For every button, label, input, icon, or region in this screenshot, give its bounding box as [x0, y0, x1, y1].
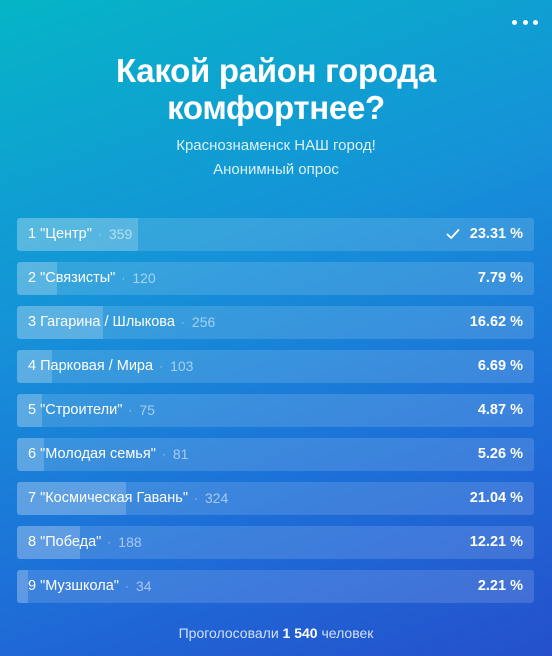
- option-percent: 16.62 %: [469, 314, 523, 330]
- option-vote-count: 256: [191, 314, 216, 330]
- option-percent: 6.69 %: [477, 358, 523, 374]
- option-vote-count: 34: [135, 578, 152, 594]
- option-percent: 5.26 %: [477, 446, 523, 462]
- option-label: 5 "Строители": [28, 402, 123, 418]
- more-options-button[interactable]: [512, 12, 538, 32]
- poll-option[interactable]: 8 "Победа" · 188 12.21 %: [17, 526, 534, 559]
- option-vote-count: 188: [118, 534, 142, 550]
- option-result-bar: [17, 394, 43, 427]
- separator-dot-icon: ·: [128, 403, 133, 417]
- poll-type: Анонимный опрос: [213, 161, 339, 178]
- option-text: 9 "Музшкола" · 34: [28, 570, 152, 603]
- option-vote-count: 81: [172, 446, 189, 462]
- total-votes: 1 540: [282, 625, 318, 641]
- separator-dot-icon: ·: [193, 491, 198, 505]
- poll-option[interactable]: 4 Парковая / Мира · 103 6.69 %: [17, 350, 534, 383]
- option-label: 3 Гагарина / Шлыкова: [28, 314, 175, 330]
- option-label: 1 "Центр": [28, 226, 92, 242]
- option-text: 4 Парковая / Мира · 103: [28, 350, 193, 383]
- option-label: 4 Парковая / Мира: [28, 358, 154, 374]
- option-vote-count: 103: [170, 358, 194, 374]
- option-result-bar: [17, 570, 29, 603]
- separator-dot-icon: ·: [180, 315, 185, 329]
- separator-dot-icon: ·: [124, 579, 129, 593]
- option-label: 9 "Музшкола": [28, 578, 119, 594]
- poll-subtitle: Краснознаменск НАШ город!: [176, 137, 376, 154]
- option-result-bar: [17, 306, 103, 339]
- footer-suffix: человек: [321, 625, 374, 641]
- separator-dot-icon: ·: [121, 271, 126, 285]
- option-label: 7 "Космическая Гавань": [28, 490, 188, 506]
- separator-dot-icon: ·: [161, 447, 166, 461]
- option-result-bar: [17, 262, 58, 295]
- poll-option[interactable]: 7 "Космическая Гавань" · 324 21.04 %: [17, 482, 534, 515]
- option-vote-count: 359: [108, 226, 133, 242]
- option-text: 8 "Победа" · 188: [28, 526, 142, 559]
- option-text: 1 "Центр" · 359: [28, 218, 132, 251]
- option-vote-count: 324: [204, 490, 229, 506]
- option-percent: 21.04 %: [469, 490, 523, 506]
- separator-dot-icon: ·: [107, 535, 112, 549]
- option-percent: 2.21 %: [477, 578, 523, 594]
- option-vote-count: 120: [132, 270, 156, 286]
- option-percent: 4.87 %: [477, 402, 523, 418]
- footer-prefix: Проголосовали: [178, 625, 279, 641]
- option-text: 3 Гагарина / Шлыкова · 256: [28, 306, 215, 339]
- dot-icon: [522, 19, 528, 25]
- check-icon: [446, 229, 460, 239]
- option-percent: 12.21 %: [469, 534, 523, 550]
- poll-option[interactable]: 2 "Связисты" · 120 7.79 %: [17, 262, 534, 295]
- option-text: 2 "Связисты" · 120: [28, 262, 156, 295]
- poll-option[interactable]: 9 "Музшкола" · 34 2.21 %: [17, 570, 534, 603]
- option-result-bar: [17, 526, 81, 559]
- option-label: 6 "Молодая семья": [28, 446, 156, 462]
- option-label: 2 "Связисты": [28, 270, 116, 286]
- option-label: 8 "Победа": [28, 534, 102, 550]
- separator-dot-icon: ·: [159, 359, 164, 373]
- option-result-bar: [17, 350, 52, 383]
- poll-option[interactable]: 1 "Центр" · 359 23.31 %: [17, 218, 534, 251]
- dot-icon: [533, 19, 538, 25]
- option-text: 5 "Строители" · 75: [28, 394, 155, 427]
- dot-icon: [512, 19, 517, 25]
- option-percent: 7.79 %: [477, 270, 523, 286]
- option-text: 7 "Космическая Гавань" · 324: [28, 482, 228, 515]
- poll-options: 1 "Центр" · 359 23.31 % 2 "Связисты" · 120 7.79…: [17, 218, 534, 614]
- option-result-bar: [17, 438, 45, 471]
- option-percent: 23.31 %: [469, 226, 523, 242]
- poll-footer: Проголосовали 1 540 человек: [0, 625, 552, 641]
- option-text: 6 "Молодая семья" · 81: [28, 438, 188, 471]
- poll-option[interactable]: 5 "Строители" · 75 4.87 %: [17, 394, 534, 427]
- poll-option[interactable]: 6 "Молодая семья" · 81 5.26 %: [17, 438, 534, 471]
- option-result-bar: [17, 218, 138, 251]
- poll-title: Какой район города комфортнее?: [116, 52, 436, 126]
- option-vote-count: 75: [139, 402, 155, 418]
- option-result-bar: [17, 482, 126, 515]
- poll-option[interactable]: 3 Гагарина / Шлыкова · 256 16.62 %: [17, 306, 534, 339]
- separator-dot-icon: ·: [97, 227, 102, 241]
